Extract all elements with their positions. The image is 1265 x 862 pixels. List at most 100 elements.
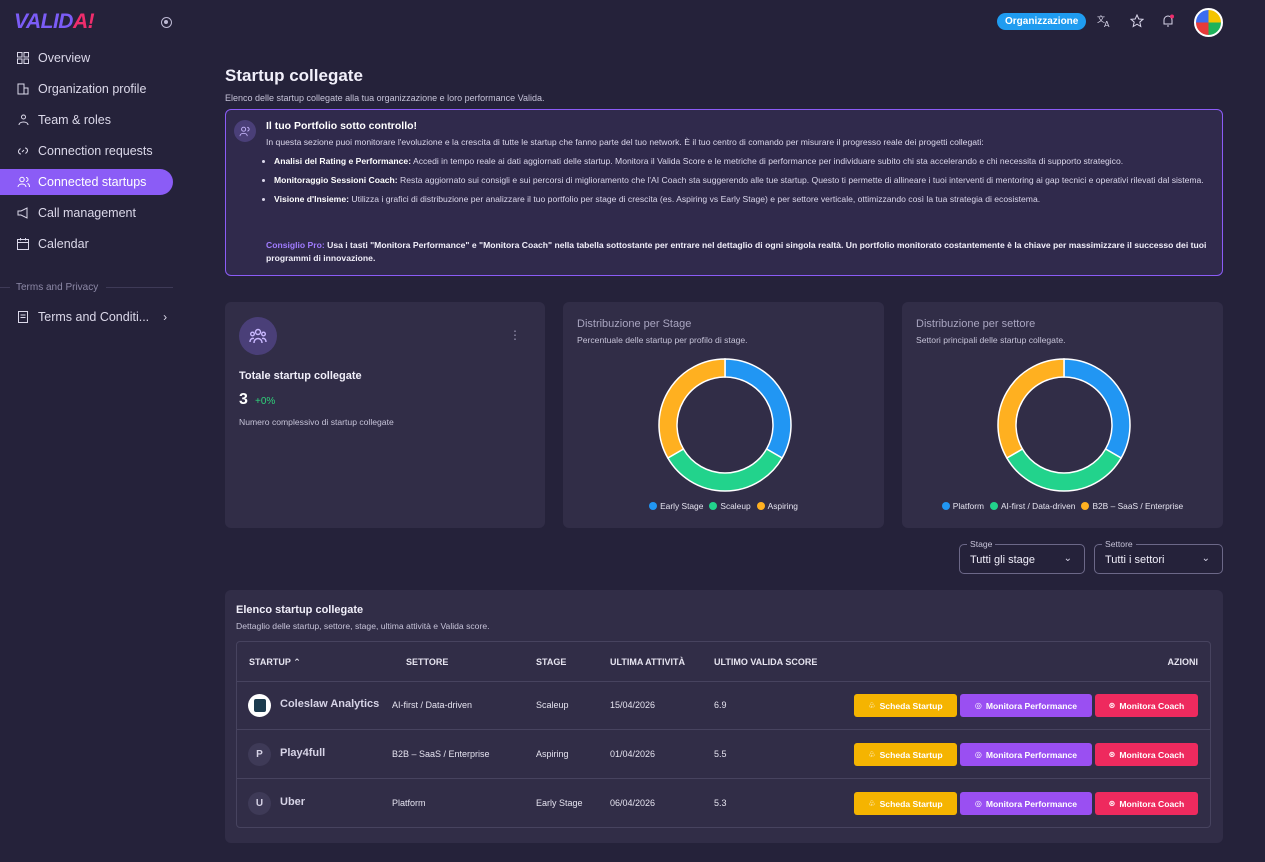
eye-icon: ◎ — [974, 750, 982, 759]
legend-item[interactable]: Scaleup — [709, 501, 751, 511]
coach-icon: ⊛ — [1108, 701, 1116, 710]
column-header-startup[interactable]: STARTUP ⌃ — [249, 657, 301, 667]
stage-cell: Aspiring — [536, 749, 569, 759]
monitor-performance-button[interactable]: ◎ Monitora Performance — [960, 792, 1092, 815]
stage-cell: Scaleup — [536, 700, 569, 710]
donut-slice-early-stage[interactable] — [724, 358, 792, 460]
legend-dot — [941, 502, 950, 510]
svg-text:A: A — [1104, 20, 1110, 28]
startup-sheet-button[interactable]: ♧ Scheda Startup — [854, 694, 957, 717]
sector-cell: B2B – SaaS / Enterprise — [392, 749, 490, 759]
chart-title: Distribuzione per settore — [916, 318, 1036, 330]
organization-badge[interactable]: Organizzazione — [997, 13, 1087, 30]
svg-text:文: 文 — [1097, 14, 1105, 24]
star-icon[interactable] — [1129, 13, 1145, 29]
users-icon — [239, 317, 277, 355]
activity-cell: 06/04/2026 — [610, 798, 656, 808]
stage-filter-select[interactable]: Stage Tutti gli stage ⌄ — [959, 539, 1085, 574]
portfolio-info-box: Il tuo Portfolio sotto controllo! In que… — [225, 109, 1223, 276]
chevron-right-icon: › — [163, 310, 168, 324]
sector-filter-select[interactable]: Settore Tutti i settori ⌄ — [1094, 539, 1223, 574]
sector-cell: AI-first / Data-driven — [392, 700, 473, 710]
legend-item[interactable]: Early Stage — [649, 501, 703, 511]
monitor-coach-button[interactable]: ⊛ Monitora Coach — [1095, 792, 1198, 815]
logo-row: VALIDA! — [14, 10, 184, 36]
donut-slice-scaleup[interactable] — [666, 447, 784, 492]
monitor-performance-button[interactable]: ◎ Monitora Performance — [960, 694, 1092, 717]
sidebar-item-label: Connected startups — [38, 175, 147, 189]
startup-logo — [248, 694, 271, 717]
donut-slice-ai-first-data-driven[interactable] — [1005, 447, 1123, 492]
startup-sheet-button[interactable]: ♧ Scheda Startup — [854, 743, 957, 766]
page-title: Startup collegate — [225, 66, 363, 85]
app-logo[interactable]: VALIDA! — [14, 10, 95, 33]
chart-card-sector: Distribuzione per settore Settori princi… — [902, 302, 1223, 528]
sidebar-item-calendar[interactable]: Calendar — [0, 231, 173, 257]
column-header-sector: SETTORE — [406, 657, 449, 667]
table-row: P Play4full B2B – SaaS / Enterprise Aspi… — [237, 731, 1210, 779]
building-icon — [16, 82, 30, 96]
bell-icon[interactable] — [1160, 13, 1176, 29]
sidebar-item-connection-requests[interactable]: Connection requests — [0, 138, 173, 164]
sidebar-item-call-management[interactable]: Call management — [0, 200, 173, 226]
stage-cell: Early Stage — [536, 798, 583, 808]
column-header-actions: AZIONI — [1167, 657, 1199, 667]
bell-icon: ♧ — [868, 750, 876, 759]
users-icon — [234, 120, 256, 142]
legend-item[interactable]: Platform — [941, 501, 984, 511]
coach-icon: ⊛ — [1108, 750, 1116, 759]
sidebar-nav: Overview Organization profile Team & rol… — [0, 45, 185, 262]
legend-dot — [649, 502, 658, 510]
kebab-menu-icon[interactable]: ⋮ — [509, 328, 521, 342]
monitor-coach-button[interactable]: ⊛ Monitora Coach — [1095, 694, 1198, 717]
legend-item[interactable]: Aspiring — [756, 501, 798, 511]
table-title: Elenco startup collegate — [236, 604, 364, 616]
sort-asc-icon[interactable]: ⌃ — [293, 657, 301, 667]
sidebar-item-team-roles[interactable]: Team & roles — [0, 107, 173, 133]
startup-sheet-button[interactable]: ♧ Scheda Startup — [854, 792, 957, 815]
sidebar-section-terms: Terms and Privacy — [0, 282, 185, 293]
sidebar-item-overview[interactable]: Overview — [0, 45, 173, 71]
donut-slice-platform[interactable] — [1063, 358, 1131, 460]
monitor-performance-button[interactable]: ◎ Monitora Performance — [960, 743, 1092, 766]
info-pro-tip: Consiglio Pro: Usa i tasti "Monitora Per… — [266, 240, 1207, 263]
document-icon — [16, 310, 30, 324]
legend-item[interactable]: B2B – SaaS / Enterprise — [1081, 501, 1183, 511]
donut-chart-sector — [997, 358, 1131, 492]
activity-cell: 01/04/2026 — [610, 749, 656, 759]
legend-item[interactable]: AI-first / Data-driven — [989, 501, 1075, 511]
sidebar-item-terms[interactable]: Terms and Conditi... › — [0, 304, 173, 330]
startup-name: Play4full — [280, 747, 326, 759]
grid-icon — [16, 51, 30, 65]
donut-slice-b2b-saas-enterprise[interactable] — [997, 358, 1065, 460]
team-icon — [16, 113, 30, 127]
sidebar-item-organization-profile[interactable]: Organization profile — [0, 76, 173, 102]
filter-label: Stage — [967, 539, 996, 549]
chart-subtitle: Percentuale delle startup per profilo di… — [577, 335, 748, 345]
donut-slice-aspiring[interactable] — [658, 358, 726, 460]
bell-icon: ♧ — [868, 799, 876, 808]
users-icon — [16, 175, 30, 189]
user-avatar[interactable] — [1194, 8, 1223, 37]
kpi-delta: +0% — [255, 396, 276, 407]
eye-icon: ◎ — [974, 701, 982, 710]
table-row: Coleslaw Analytics AI-first / Data-drive… — [237, 682, 1210, 730]
filter-label: Settore — [1102, 539, 1136, 549]
sidebar-toggle-icon[interactable] — [161, 17, 172, 28]
legend-dot — [709, 502, 718, 510]
chevron-down-icon: ⌄ — [1063, 553, 1072, 564]
eye-icon: ◎ — [974, 799, 982, 808]
sidebar-item-connected-startups[interactable]: Connected startups — [0, 169, 173, 195]
startup-table-section: Elenco startup collegate Dettaglio delle… — [225, 590, 1223, 843]
calendar-icon — [16, 237, 30, 251]
monitor-coach-button[interactable]: ⊛ Monitora Coach — [1095, 743, 1198, 766]
activity-cell: 15/04/2026 — [610, 700, 656, 710]
kpi-description: Numero complessivo di startup collegate — [239, 417, 394, 427]
startup-avatar: P — [248, 743, 271, 766]
page-subtitle: Elenco delle startup collegate alla tua … — [225, 93, 545, 103]
startup-name: Coleslaw Analytics — [280, 698, 380, 710]
sidebar-item-label: Call management — [38, 206, 136, 220]
table-subtitle: Dettaglio delle startup, settore, stage,… — [236, 621, 490, 631]
filter-value: Tutti gli stage — [970, 554, 1036, 566]
